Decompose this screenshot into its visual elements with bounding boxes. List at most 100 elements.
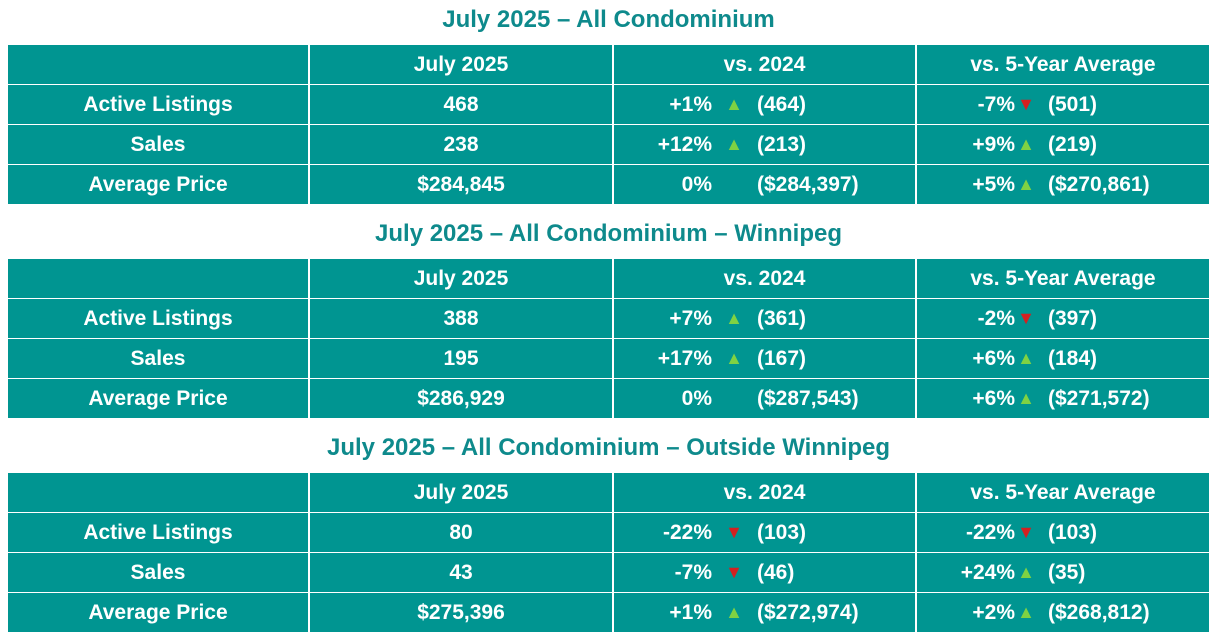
column-header	[8, 473, 308, 512]
percent-change: +2%	[972, 601, 1015, 624]
comparison-value: (46)	[757, 561, 795, 584]
triangle-up-icon: ▲	[1017, 388, 1035, 408]
triangle-up-icon: ▲	[1017, 562, 1035, 582]
triangle-up-icon: ▲	[1017, 174, 1035, 194]
vs-2024-cell: +1% ▲ (464)	[614, 85, 915, 124]
percent-change: -22%	[662, 521, 712, 544]
vs-2024-cell: +7% ▲ (361)	[614, 299, 915, 338]
percent-change: -7%	[977, 93, 1015, 116]
triangle-up-icon: ▲	[725, 308, 743, 328]
percent-change: +17%	[657, 347, 712, 370]
comparison-value: (219)	[1048, 133, 1098, 156]
triangle-down-icon: ▼	[725, 522, 743, 542]
vs-2024-cell: +1% ▲ ($272,974)	[614, 593, 915, 632]
triangle-down-icon: ▼	[1017, 308, 1035, 328]
column-header: vs. 2024	[614, 45, 915, 84]
stats-table: July 2025 vs. 2024 vs. 5-Year Average Activ…	[8, 473, 1209, 633]
percent-change: -22%	[965, 521, 1015, 544]
table-row: Sales 238 +12% ▲ (213) +9% ▲ (219)	[8, 125, 1209, 164]
current-value: $286,929	[310, 379, 612, 418]
current-value: $284,845	[310, 165, 612, 204]
table-row: Average Price $286,929 0% ($287,543) +6% ▲ ($2…	[8, 379, 1209, 418]
comparison-value: ($268,812)	[1048, 601, 1150, 624]
vs-5-year-cell: +9% ▲ (219)	[917, 125, 1209, 164]
current-value: 43	[310, 553, 612, 592]
vs-2024-cell: 0% ($287,543)	[614, 379, 915, 418]
row-label: Active Listings	[8, 513, 308, 552]
comparison-value: (501)	[1048, 93, 1098, 116]
triangle-up-icon: ▲	[725, 348, 743, 368]
section-title: July 2025 – All Condominium	[442, 6, 775, 33]
percent-change: +1%	[669, 601, 712, 624]
column-header: July 2025	[310, 259, 612, 298]
current-value: 80	[310, 513, 612, 552]
vs-5-year-cell: +6% ▲ (184)	[917, 339, 1209, 378]
row-label: Sales	[8, 553, 308, 592]
current-value: 195	[310, 339, 612, 378]
comparison-value: (184)	[1048, 347, 1098, 370]
row-label: Average Price	[8, 593, 308, 632]
column-header: vs. 2024	[614, 259, 915, 298]
comparison-value: (213)	[757, 133, 807, 156]
table-row: Active Listings 80 -22% ▼ (103) -22% ▼ (103)	[8, 513, 1209, 552]
row-label: Active Listings	[8, 299, 308, 338]
column-header: vs. 5-Year Average	[917, 259, 1209, 298]
percent-change: +6%	[972, 387, 1015, 410]
table-row: Average Price $275,396 +1% ▲ ($272,974) +2% ▲(…	[8, 593, 1209, 632]
table-row: Active Listings 468 +1% ▲ (464) -7% ▼ (501)	[8, 85, 1209, 124]
table-row: Sales 43 -7% ▼ (46) +24% ▲ (35)	[8, 553, 1209, 592]
comparison-value: (35)	[1048, 561, 1086, 584]
triangle-up-icon: ▲	[725, 134, 743, 154]
current-value: 468	[310, 85, 612, 124]
table-row: Average Price $284,845 0% ($284,397) +5% ▲ ($2…	[8, 165, 1209, 204]
vs-2024-cell: 0% ($284,397)	[614, 165, 915, 204]
comparison-value: ($272,974)	[757, 601, 859, 624]
vs-2024-cell: +12% ▲ (213)	[614, 125, 915, 164]
vs-5-year-cell: -22% ▼ (103)	[917, 513, 1209, 552]
percent-change: 0%	[681, 173, 712, 196]
triangle-up-icon: ▲	[1017, 602, 1035, 622]
percent-change: +1%	[669, 93, 712, 116]
comparison-value: (464)	[757, 93, 807, 116]
column-header: vs. 5-Year Average	[917, 473, 1209, 512]
row-label: Sales	[8, 339, 308, 378]
row-label: Sales	[8, 125, 308, 164]
column-header	[8, 45, 308, 84]
percent-change: +6%	[972, 347, 1015, 370]
section-title: July 2025 – All Condominium – Outside Wi…	[327, 434, 890, 461]
comparison-value: (361)	[757, 307, 807, 330]
row-label: Average Price	[8, 379, 308, 418]
vs-2024-cell: +17% ▲ (167)	[614, 339, 915, 378]
column-header: vs. 2024	[614, 473, 915, 512]
comparison-value: (103)	[757, 521, 807, 544]
percent-change: -2%	[977, 307, 1015, 330]
percent-change: -7%	[674, 561, 712, 584]
table-header-row: July 2025 vs. 2024 vs. 5-Year Average	[8, 45, 1209, 84]
current-value: 238	[310, 125, 612, 164]
current-value: 388	[310, 299, 612, 338]
vs-2024-cell: -22% ▼ (103)	[614, 513, 915, 552]
stats-table: July 2025 vs. 2024 vs. 5-Year Average Activ…	[8, 259, 1209, 419]
column-header: July 2025	[310, 473, 612, 512]
row-label: Active Listings	[8, 85, 308, 124]
triangle-up-icon: ▲	[725, 94, 743, 114]
current-value: $275,396	[310, 593, 612, 632]
comparison-value: ($270,861)	[1048, 173, 1150, 196]
vs-5-year-cell: +6% ▲ ($271,572)	[917, 379, 1209, 418]
column-header: vs. 5-Year Average	[917, 45, 1209, 84]
percent-change: +24%	[960, 561, 1015, 584]
table-row: Active Listings 388 +7% ▲ (361) -2% ▼ (397)	[8, 299, 1209, 338]
vs-2024-cell: -7% ▼ (46)	[614, 553, 915, 592]
percent-change: 0%	[681, 387, 712, 410]
comparison-value: ($271,572)	[1048, 387, 1150, 410]
comparison-value: ($284,397)	[757, 173, 859, 196]
vs-5-year-cell: -7% ▼ (501)	[917, 85, 1209, 124]
triangle-up-icon: ▲	[1017, 348, 1035, 368]
triangle-down-icon: ▼	[725, 562, 743, 582]
percent-change: +7%	[669, 307, 712, 330]
triangle-up-icon: ▲	[725, 602, 743, 622]
percent-change: +9%	[972, 133, 1015, 156]
triangle-up-icon: ▲	[1017, 134, 1035, 154]
triangle-down-icon: ▼	[1017, 522, 1035, 542]
comparison-value: (167)	[757, 347, 807, 370]
